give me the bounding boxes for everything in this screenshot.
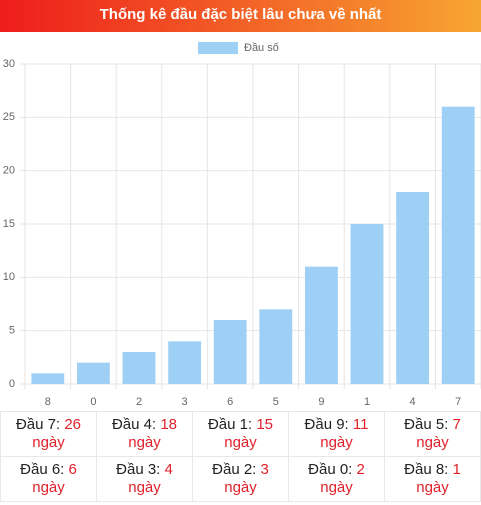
x-tick-label: 7 bbox=[455, 396, 461, 408]
cell-unit: ngày bbox=[128, 479, 161, 496]
cell-value: 15 bbox=[256, 416, 274, 433]
y-tick-label: 5 bbox=[9, 325, 15, 337]
table-cell: Đầu 7: 26 ngày bbox=[0, 411, 97, 457]
cell-value: 2 bbox=[356, 461, 365, 478]
cell-label: Đầu 6: bbox=[20, 461, 65, 478]
table-cell: Đầu 1: 15 ngày bbox=[192, 411, 289, 457]
table-cell: Đầu 8: 1 ngày bbox=[384, 456, 481, 502]
cell-value: 1 bbox=[452, 461, 461, 478]
cell-label: Đầu 2: bbox=[212, 461, 257, 478]
cell-value: 3 bbox=[260, 461, 269, 478]
x-tick-label: 2 bbox=[136, 396, 142, 408]
cell-unit: ngày bbox=[128, 434, 161, 451]
cell-label: Đầu 5: bbox=[404, 416, 449, 433]
bar bbox=[122, 352, 156, 384]
cell-unit: ngày bbox=[320, 479, 353, 496]
cell-label: Đầu 3: bbox=[116, 461, 161, 478]
bar bbox=[259, 309, 293, 384]
cell-value: 18 bbox=[160, 416, 178, 433]
cell-unit: ngày bbox=[224, 434, 257, 451]
y-tick-label: 0 bbox=[9, 378, 15, 390]
x-tick-label: 0 bbox=[90, 396, 96, 408]
chart: Đầu số 0 5 10 15 20 25 30 8 0 2 3 6 5 9 1 4 7 bbox=[3, 42, 481, 408]
stats-table: Đầu 7: 26 ngày Đầu 4: 18 ngày Đầu 1: 15 ngày Đ… bbox=[0, 411, 481, 502]
y-tick-label: 25 bbox=[3, 111, 15, 123]
bar bbox=[350, 224, 384, 384]
cell-label: Đầu 9: bbox=[304, 416, 349, 433]
table-cell: Đầu 5: 7 ngày bbox=[384, 411, 481, 457]
x-tick-label: 9 bbox=[318, 396, 324, 408]
table-cell: Đầu 2: 3 ngày bbox=[192, 456, 289, 502]
cell-unit: ngày bbox=[32, 434, 65, 451]
cell-value: 7 bbox=[452, 416, 461, 433]
x-tick-label: 8 bbox=[45, 396, 51, 408]
cell-label: Đầu 4: bbox=[111, 416, 157, 433]
x-tick-label: 4 bbox=[410, 396, 416, 408]
bar bbox=[441, 106, 475, 385]
x-tick-label: 6 bbox=[227, 396, 233, 408]
table-cell: Đầu 6: 6 ngày bbox=[0, 456, 97, 502]
cell-unit: ngày bbox=[320, 434, 353, 451]
cell-label: Đầu 8: bbox=[404, 461, 449, 478]
bar bbox=[304, 266, 338, 384]
cell-label: Đầu 7: bbox=[15, 416, 61, 433]
table-cell: Đầu 0: 2 ngày bbox=[288, 456, 385, 502]
bar bbox=[168, 341, 202, 384]
table-row: Đầu 6: 6 ngày Đầu 3: 4 ngày Đầu 2: 3 ngày Đầu … bbox=[0, 456, 481, 502]
legend-label: Đầu số bbox=[244, 42, 279, 54]
cell-value: 11 bbox=[352, 416, 369, 433]
y-tick-label: 20 bbox=[3, 165, 15, 177]
x-tick-label: 5 bbox=[273, 396, 279, 408]
bar bbox=[31, 373, 65, 384]
cell-unit: ngày bbox=[416, 434, 449, 451]
cell-unit: ngày bbox=[224, 479, 257, 496]
table-cell: Đầu 9: 11 ngày bbox=[288, 411, 385, 457]
header-title: Thống kê đầu đặc biệt lâu chưa về nhất bbox=[0, 0, 481, 32]
y-tick-label: 15 bbox=[3, 218, 15, 230]
bar bbox=[213, 320, 247, 384]
y-tick-label: 10 bbox=[3, 271, 15, 283]
table-row: Đầu 7: 26 ngày Đầu 4: 18 ngày Đầu 1: 15 ngày Đ… bbox=[0, 411, 481, 457]
legend-swatch bbox=[198, 42, 238, 54]
x-tick-label: 1 bbox=[364, 396, 370, 408]
cell-label: Đầu 0: bbox=[308, 461, 353, 478]
cell-value: 4 bbox=[164, 461, 173, 478]
table-cell: Đầu 3: 4 ngày bbox=[96, 456, 193, 502]
bar bbox=[76, 362, 110, 384]
cell-unit: ngày bbox=[416, 479, 449, 496]
cell-value: 26 bbox=[64, 416, 82, 433]
cell-value: 6 bbox=[68, 461, 77, 478]
table-cell: Đầu 4: 18 ngày bbox=[96, 411, 193, 457]
cell-label: Đầu 1: bbox=[207, 416, 253, 433]
x-tick-label: 3 bbox=[182, 396, 188, 408]
y-tick-label: 30 bbox=[3, 58, 15, 70]
cell-unit: ngày bbox=[32, 479, 65, 496]
bar bbox=[396, 192, 430, 384]
